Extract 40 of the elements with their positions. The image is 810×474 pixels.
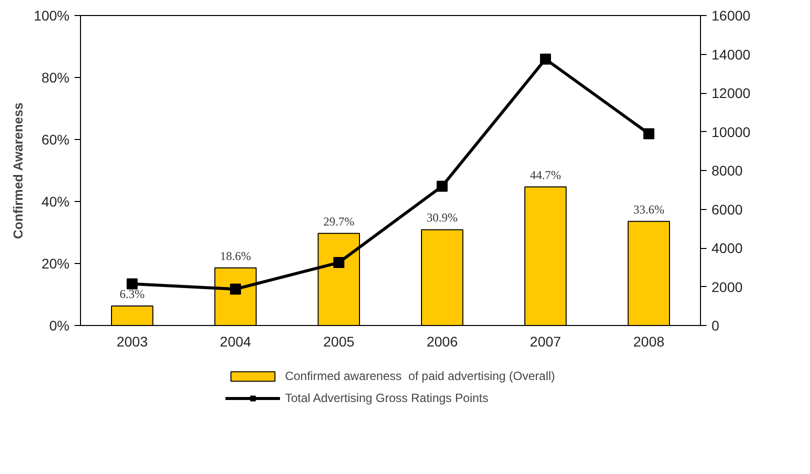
legend-label: Total Advertising Gross Ratings Points — [284, 390, 488, 404]
y-tick-label: 100% — [34, 8, 70, 24]
data-label: 6.3% — [120, 286, 145, 301]
y2-tick-label: 6000 — [712, 201, 743, 218]
point — [540, 54, 551, 65]
data-label: 44.7% — [530, 168, 561, 182]
data-label: 30.9% — [426, 210, 458, 225]
bar — [628, 220, 670, 326]
data-label: 18.6% — [220, 248, 251, 263]
y-tick-label: 80% — [41, 70, 70, 86]
data-label: 33.6% — [633, 202, 664, 216]
x-tick-label: 2008 — [633, 334, 665, 350]
y2-tick-label: 2000 — [712, 278, 743, 295]
x-tick-label: 2004 — [220, 334, 252, 350]
y2-tick-label: 4000 — [712, 240, 743, 256]
data-label: 29.7% — [323, 214, 354, 228]
y2-tick-label: 12000 — [712, 85, 751, 101]
y-axis-title: Confirmed Awareness — [10, 102, 26, 240]
x-tick-label: 2005 — [323, 334, 355, 350]
bar — [111, 305, 154, 326]
point — [333, 257, 344, 268]
legend-label: Confirmed awareness of paid advertising (Overall) — [284, 368, 556, 382]
point — [436, 180, 448, 192]
point — [126, 278, 138, 290]
y2-tick-label: 14000 — [712, 46, 751, 62]
x-tick-label: 2007 — [530, 334, 562, 350]
y-tick-label: 60% — [41, 132, 70, 148]
point — [230, 284, 241, 295]
y2-tick-label: 0 — [712, 318, 720, 334]
y2-tick-label: 8000 — [712, 162, 743, 178]
point — [643, 128, 654, 140]
x-tick-label: 2006 — [426, 334, 458, 350]
bar — [524, 186, 567, 326]
y2-tick-label: 10000 — [712, 124, 751, 140]
bar — [421, 229, 464, 326]
y-tick-label: 0% — [49, 318, 70, 334]
y2-tick-label: 16000 — [712, 8, 751, 24]
x-tick-label: 2003 — [116, 334, 148, 350]
y-tick-label: 20% — [41, 256, 70, 272]
y-tick-label: 40% — [41, 194, 70, 210]
